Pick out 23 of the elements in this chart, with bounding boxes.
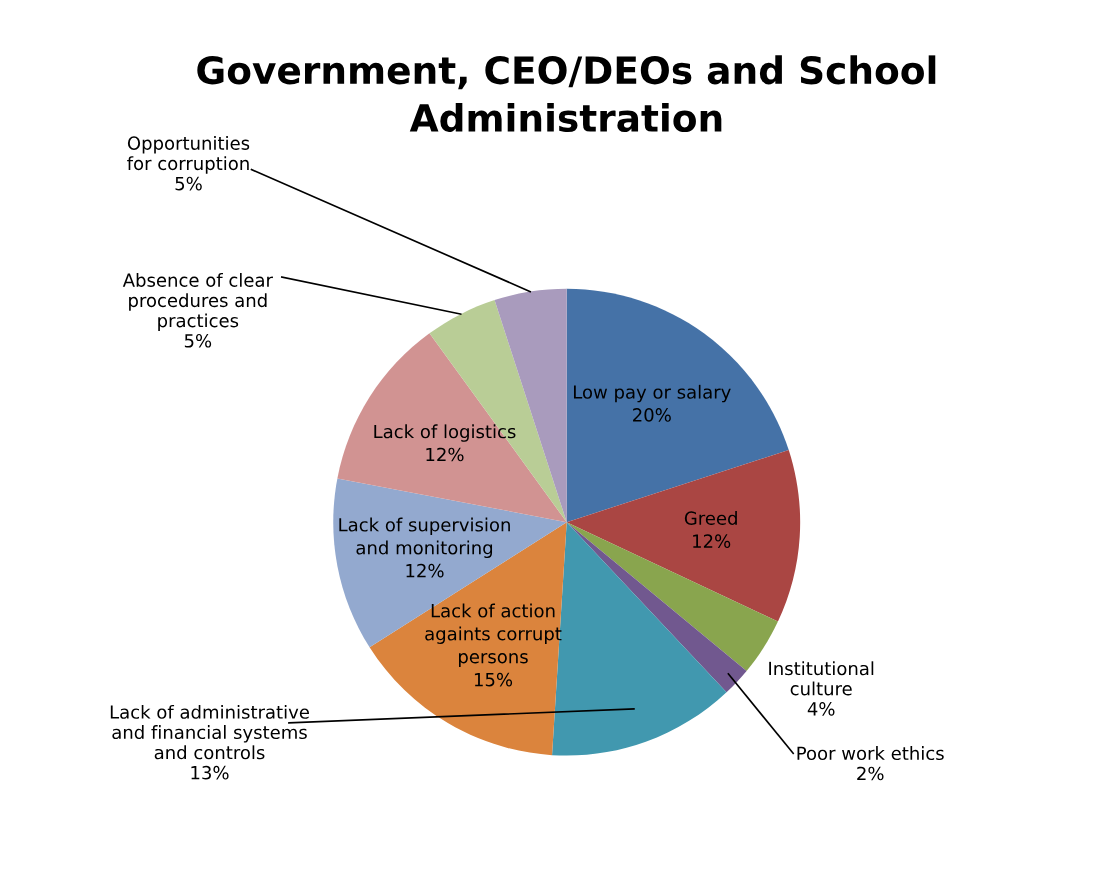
pie-slice: [566, 288, 789, 523]
slice-label: Lack of supervision and monitoring: [339, 517, 510, 559]
data-label: 2%: [857, 766, 884, 781]
data-label: 15%: [474, 672, 513, 687]
data-label: 12%: [426, 447, 464, 462]
slice-label: Institutional culture: [769, 661, 874, 696]
slice-label: Lack of logistics: [374, 424, 516, 442]
data-label: 13%: [191, 765, 229, 780]
data-label: 12%: [693, 534, 731, 548]
slice-label: Low pay or salary: [574, 384, 731, 403]
data-label: 5%: [175, 176, 202, 191]
slice-label: Absence of clear procedures and practices: [122, 272, 273, 331]
slice-label: Opportunities for corruption: [127, 135, 250, 174]
data-label: 5%: [184, 333, 212, 348]
slice-label: Greed: [684, 511, 737, 525]
data-label: 4%: [807, 702, 835, 716]
slice-label: Lack of administrative and financial systems and controls: [110, 704, 309, 760]
chart-title: Government, CEO/DEOs and School Administration: [197, 55, 936, 133]
data-label: 20%: [633, 408, 671, 422]
slice-label: Poor work ethics: [797, 746, 944, 761]
data-label: 12%: [406, 563, 444, 578]
pie-slice: [333, 478, 567, 648]
pie-slice: [566, 450, 801, 622]
